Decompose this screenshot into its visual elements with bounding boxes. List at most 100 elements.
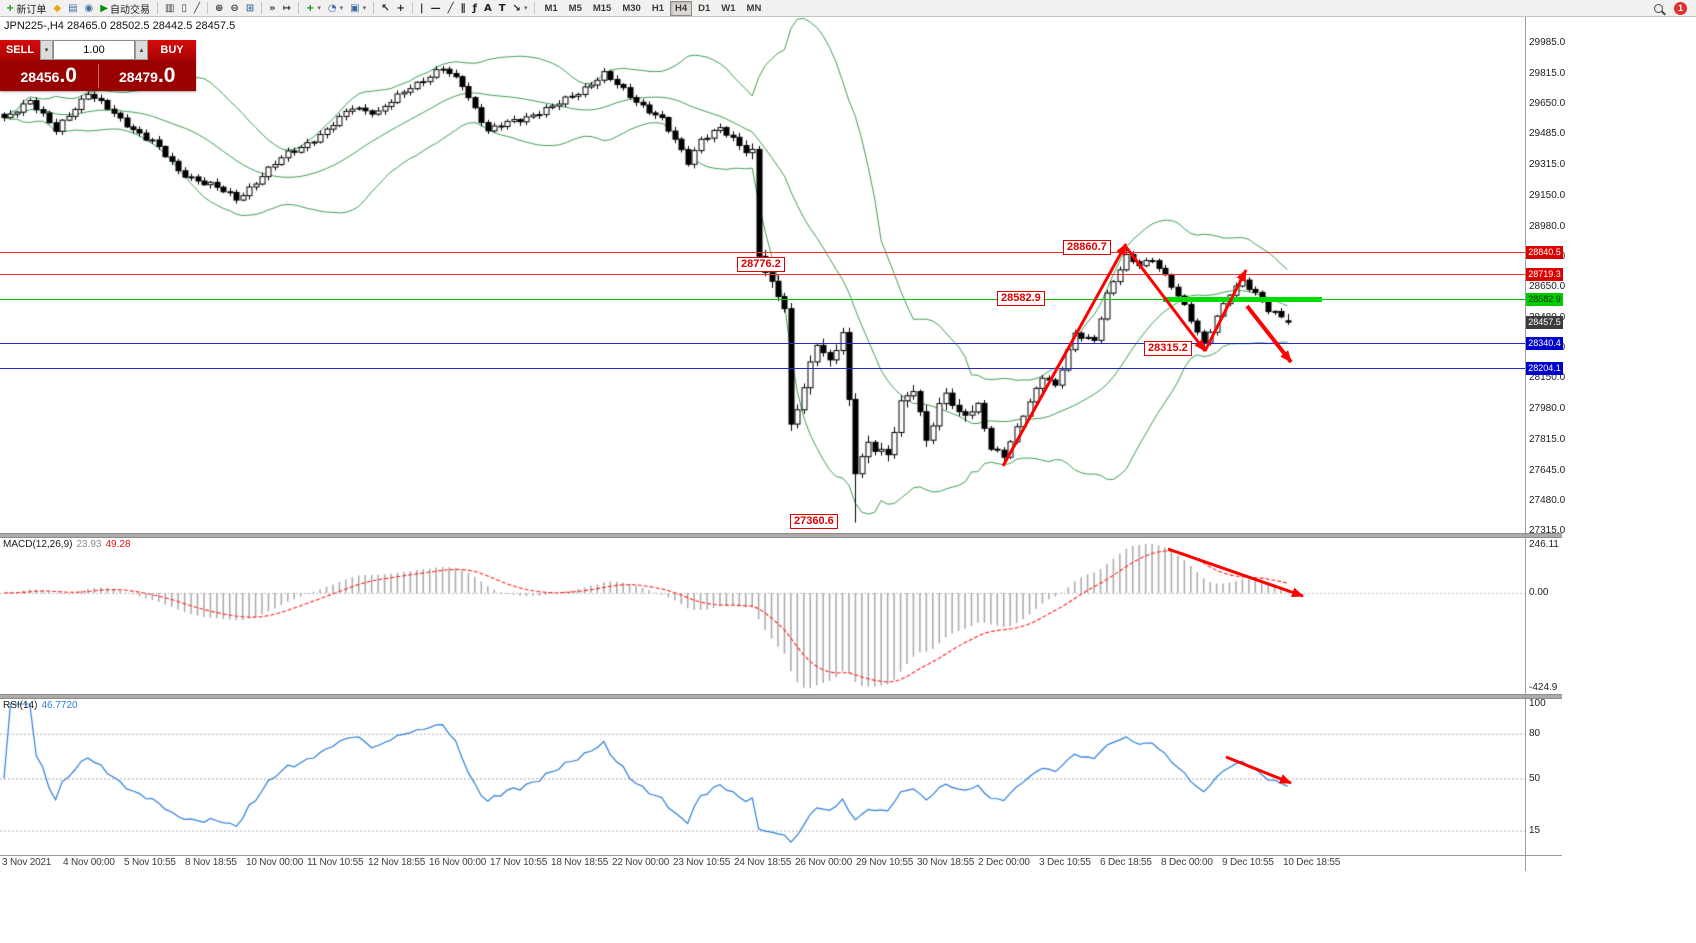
panel-separator[interactable] — [0, 694, 1562, 699]
buy-button[interactable]: BUY — [148, 40, 196, 60]
candlestick-chart-button[interactable]: ▯ — [178, 1, 190, 16]
zoom-in-button[interactable]: ⊕ — [212, 1, 226, 16]
trendline-icon: ╱ — [447, 2, 454, 14]
indicators-plus-icon: + — [306, 2, 315, 14]
text-button[interactable]: A — [481, 1, 495, 16]
timeframe-m5-button[interactable]: M5 — [564, 1, 587, 16]
arrow-objects-icon: ↘ — [512, 2, 521, 14]
auto-scroll-icon: » — [269, 2, 276, 14]
rsi-name: RSI(14) — [3, 700, 38, 711]
bar-chart-icon: ▥ — [164, 2, 175, 14]
rsi-label: RSI(14) 46.7720 — [3, 700, 78, 711]
new-order-icon: + — [6, 2, 15, 14]
text-label-button[interactable]: T — [496, 1, 509, 16]
chevron-down-icon: ▾ — [523, 4, 528, 12]
data-window-button[interactable]: ◉ — [82, 1, 97, 16]
templates-button[interactable]: ▣ ▾ — [347, 1, 369, 16]
crosshair-button[interactable]: + — [394, 1, 408, 16]
sell-price[interactable]: 28456.0 — [0, 64, 98, 88]
sell-price-main: 28456 — [20, 68, 60, 85]
lot-size-input[interactable] — [53, 40, 135, 60]
bar-chart-button[interactable]: ▥ — [162, 1, 177, 16]
one-click-controls: SELL ▾ ▴ BUY — [0, 40, 196, 60]
chevron-up-icon: ▴ — [139, 45, 144, 54]
timeframe-mn-button[interactable]: MN — [742, 1, 767, 16]
macd-main-value: 23.93 — [76, 539, 102, 550]
timeframe-h1-button[interactable]: H1 — [647, 1, 669, 16]
new-order-button-label: 新订单 — [16, 4, 47, 16]
chart-shift-button[interactable]: ↦ — [280, 1, 294, 16]
toolbar-separator — [206, 2, 208, 14]
channel-icon: ∥ — [460, 2, 466, 14]
vertical-line-button[interactable]: | — [417, 1, 427, 16]
timeframe-w1-button[interactable]: W1 — [716, 1, 740, 16]
horizontal-line-button[interactable]: — — [428, 1, 444, 16]
search-icon — [1654, 3, 1663, 13]
text-icon: A — [483, 2, 492, 14]
cursor-button[interactable]: ↖ — [378, 1, 392, 16]
horizontal-line-icon: — — [430, 2, 441, 14]
periods-button[interactable]: ◔ ▾ — [325, 1, 346, 16]
auto-scroll-button[interactable]: » — [266, 1, 278, 16]
equidistant-channel-button[interactable]: ∥ — [458, 1, 469, 16]
timeframe-m30-button[interactable]: M30 — [617, 1, 645, 16]
sell-price-frac: .0 — [59, 63, 77, 87]
one-click-trading-panel: SELL ▾ ▴ BUY 28456.0 28479.0 — [0, 40, 196, 91]
line-chart-button[interactable]: ╱ — [191, 1, 203, 16]
indicators-button[interactable]: + ▾ — [303, 1, 324, 16]
buy-price-main: 28479 — [119, 68, 158, 85]
macd-name: MACD(12,26,9) — [3, 539, 73, 550]
arrows-button[interactable]: ↘ ▾ — [510, 1, 531, 16]
line-chart-icon: ╱ — [193, 2, 200, 14]
one-click-prices: 28456.0 28479.0 — [0, 60, 196, 91]
macd-label: MACD(12,26,9) 23.93 49.28 — [3, 539, 131, 550]
timeframe-m15-button[interactable]: M15 — [588, 1, 616, 16]
buy-price[interactable]: 28479.0 — [99, 64, 197, 88]
chevron-down-icon: ▾ — [44, 45, 49, 54]
rsi-value: 46.7720 — [41, 700, 78, 711]
zoom-out-icon: ⊖ — [230, 2, 239, 14]
timeframe-h4-button[interactable]: H4 — [669, 0, 693, 16]
autotrade-play-icon: ▶ — [100, 2, 108, 14]
trendline-button[interactable]: ╱ — [445, 1, 457, 16]
time-axis-divider — [0, 855, 1562, 856]
data-window-icon: ◉ — [84, 2, 94, 14]
favorites-button[interactable]: ◆ — [50, 1, 64, 16]
fibonacci-button[interactable]: ƒ — [470, 1, 480, 16]
timeframe-d1-button[interactable]: D1 — [693, 1, 715, 16]
toolbar-separator — [156, 2, 158, 14]
tile-windows-icon: ⊞ — [245, 2, 255, 14]
timeframe-m1-button[interactable]: M1 — [539, 1, 562, 16]
candlestick-chart-icon: ▯ — [181, 2, 187, 14]
price-axis-divider — [1525, 17, 1526, 871]
chevron-down-icon: ▾ — [362, 4, 367, 12]
market-watch-icon: ▤ — [68, 2, 78, 14]
zoom-out-button[interactable]: ⊖ — [227, 1, 241, 16]
crosshair-icon: + — [396, 2, 405, 14]
notification-badge[interactable]: 1 — [1674, 1, 1687, 15]
price-divider — [97, 63, 99, 88]
toolbar-separator — [373, 2, 375, 14]
lot-decrease-button[interactable]: ▾ — [40, 40, 53, 60]
lot-increase-button[interactable]: ▴ — [135, 40, 148, 60]
autotrading-button-label: 自动交易 — [109, 4, 150, 16]
zoom-in-icon: ⊕ — [214, 2, 224, 14]
panel-separator[interactable] — [0, 533, 1562, 538]
tile-windows-button[interactable]: ⊞ — [243, 1, 257, 16]
chart-shift-icon: ↦ — [282, 2, 292, 14]
clock-icon: ◔ — [327, 2, 337, 14]
symbol-ohlc-label: JPN225-,H4 28465.0 28502.5 28442.5 28457… — [4, 20, 236, 32]
toolbar-separator — [534, 2, 536, 14]
sell-button[interactable]: SELL — [0, 40, 40, 60]
autotrading-button[interactable]: ▶ 自动交易 — [97, 1, 153, 16]
market-watch-button[interactable]: ▤ — [65, 1, 80, 16]
template-icon: ▣ — [350, 2, 360, 14]
toolbar-separator — [411, 2, 413, 14]
new-order-button[interactable]: + 新订单 — [3, 1, 49, 16]
toolbar: + 新订单 ◆ ▤ ◉ ▶ 自动交易 ▥ ▯ ╱ ⊕ ⊖ ⊞» ↦ + ▾ ◔ ▾ ▣ ▾ ↖ + | — ╱ ∥ ƒ A T ↘ ▾ M1 M… — [0, 0, 1696, 17]
toolbar-separator — [261, 2, 263, 14]
search-button[interactable] — [1651, 1, 1666, 16]
toolbar-right: 1 — [1651, 1, 1693, 16]
